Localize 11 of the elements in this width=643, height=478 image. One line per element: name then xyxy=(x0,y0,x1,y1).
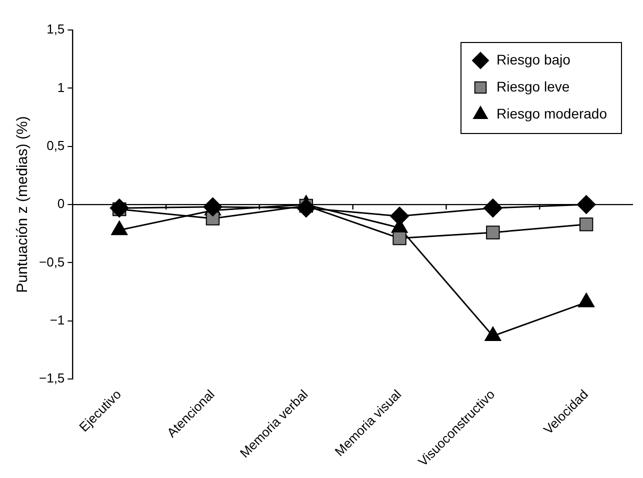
legend-label: Riesgo leve xyxy=(496,78,570,94)
y-tick-label: 1,5 xyxy=(46,22,65,37)
y-tick-label: 0,5 xyxy=(46,138,65,153)
legend-label: Riesgo moderado xyxy=(496,105,608,122)
legend-label: Riesgo bajo xyxy=(496,51,571,68)
y-tick-label: −1 xyxy=(50,312,65,328)
y-tick-label: −1,5 xyxy=(38,370,65,386)
y-tick-label: −0,5 xyxy=(38,254,65,270)
y-tick-label: 0 xyxy=(57,196,65,212)
y-axis-title: Puntuación z (medias) (%) xyxy=(14,116,32,293)
y-tick-label: 1 xyxy=(57,80,65,95)
